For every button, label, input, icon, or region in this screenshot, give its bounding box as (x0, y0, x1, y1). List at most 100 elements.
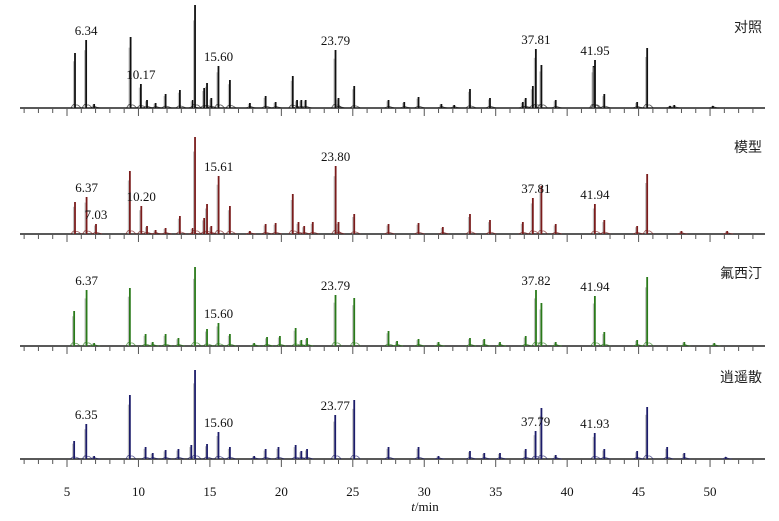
x-tick-label: 25 (346, 484, 359, 499)
peak-tail (261, 105, 272, 109)
peak-tail (271, 231, 282, 235)
peak-tail (90, 456, 101, 460)
x-axis-label: t/min (385, 499, 465, 514)
peak-tail (349, 455, 361, 460)
peak-label: 23.77 (321, 398, 351, 413)
peak-tail (174, 343, 185, 347)
x-tick-label: 5 (64, 484, 71, 499)
peak-tail (384, 456, 395, 460)
peak-label: 37.81 (521, 32, 550, 47)
peak-tail (331, 342, 342, 347)
peak-label: 15.61 (204, 159, 233, 174)
peak-tail (202, 343, 214, 347)
peak-tail (261, 456, 272, 460)
x-tick-label: 35 (489, 484, 502, 499)
peak-tail (642, 230, 654, 235)
x-axis-label-italic: t (411, 499, 415, 514)
peak-tail (434, 343, 445, 347)
peak-label: 37.82 (521, 273, 550, 288)
peak-tail (642, 104, 654, 109)
peak-tail (551, 231, 562, 235)
peak-tail (142, 231, 154, 235)
peak-tail (600, 343, 611, 347)
panel-name-label: 氟西汀 (720, 266, 762, 282)
peak-tail (69, 456, 81, 460)
peak-tail (495, 343, 507, 347)
peak-tail (537, 342, 548, 347)
peak-label: 41.94 (580, 187, 610, 202)
peak-tail (334, 105, 345, 109)
peak-tail (590, 230, 602, 235)
peak-tail (141, 343, 152, 347)
peak-tail (161, 231, 172, 235)
peak-tail (161, 456, 172, 460)
peak-tail (414, 456, 425, 460)
peak-tail (680, 343, 691, 347)
x-axis-label-unit: /min (414, 499, 439, 514)
peak-label: 23.80 (321, 149, 350, 164)
peak-tail (642, 342, 654, 347)
peak-tail (308, 231, 319, 235)
peak-tail (330, 455, 342, 460)
peak-tail (495, 456, 507, 460)
peak-tail (262, 343, 274, 347)
peak-tail (125, 455, 137, 460)
peak-tail (190, 455, 202, 460)
peak-tail (480, 456, 491, 460)
x-tick-label: 30 (418, 484, 431, 499)
peak-tail (250, 343, 261, 347)
x-tick-label: 50 (704, 484, 717, 499)
peak-tail (334, 231, 345, 235)
peak-tail (670, 105, 681, 109)
peak-tail (225, 230, 237, 235)
peak-tail (69, 342, 81, 347)
peak-tail (600, 105, 611, 109)
peak-label: 10.17 (126, 67, 156, 82)
peak-label: 37.79 (521, 414, 550, 429)
peak-label: 41.94 (580, 279, 610, 294)
peak-tail (434, 456, 445, 460)
peak-tail (245, 231, 256, 235)
peak-tail (349, 105, 361, 109)
peak-tail (590, 342, 602, 347)
peak-tail (302, 456, 314, 460)
peak-tail (161, 105, 172, 109)
panel-0: 6.34 10.17 15.60 23.79 37.81 41.95 对照 (20, 5, 765, 116)
panel-3: 6.35 15.60 23.77 37.79 41.93 逍遥散 (20, 370, 765, 467)
peak-tail (465, 456, 477, 460)
peak-tail (393, 343, 404, 347)
peak-tail (521, 343, 532, 347)
peak-tail (82, 230, 93, 235)
x-tick-label: 15 (203, 484, 216, 499)
peak-tail (633, 456, 644, 460)
peak-tail (148, 343, 159, 347)
peak-tail (70, 104, 82, 109)
peak-tail (551, 105, 562, 109)
peak-tail (633, 105, 644, 109)
peak-tail (190, 104, 202, 109)
peak-tail (414, 343, 425, 347)
peak-tail (537, 104, 548, 109)
peak-tail (188, 105, 199, 109)
peak-tail (438, 231, 449, 235)
peak-tail (161, 343, 172, 347)
x-tick-label: 45 (632, 484, 645, 499)
peak-tail (384, 343, 395, 347)
peak-label: 6.34 (75, 23, 98, 38)
peak-tail (271, 105, 282, 109)
peak-tail (190, 342, 202, 347)
peak-tail (349, 342, 361, 347)
peak-tail (70, 230, 82, 235)
peak-tail (141, 456, 152, 460)
peak-label: 37.81 (521, 181, 550, 196)
peak-label: 23.79 (321, 278, 350, 293)
peak-tail (175, 105, 187, 109)
peak-tail (214, 230, 225, 235)
peak-tail (125, 342, 137, 347)
peak-tail (301, 105, 312, 109)
peak-tail (528, 230, 540, 235)
peak-tail (662, 456, 674, 460)
peak-tail (723, 231, 734, 235)
peak-tail (90, 343, 101, 347)
